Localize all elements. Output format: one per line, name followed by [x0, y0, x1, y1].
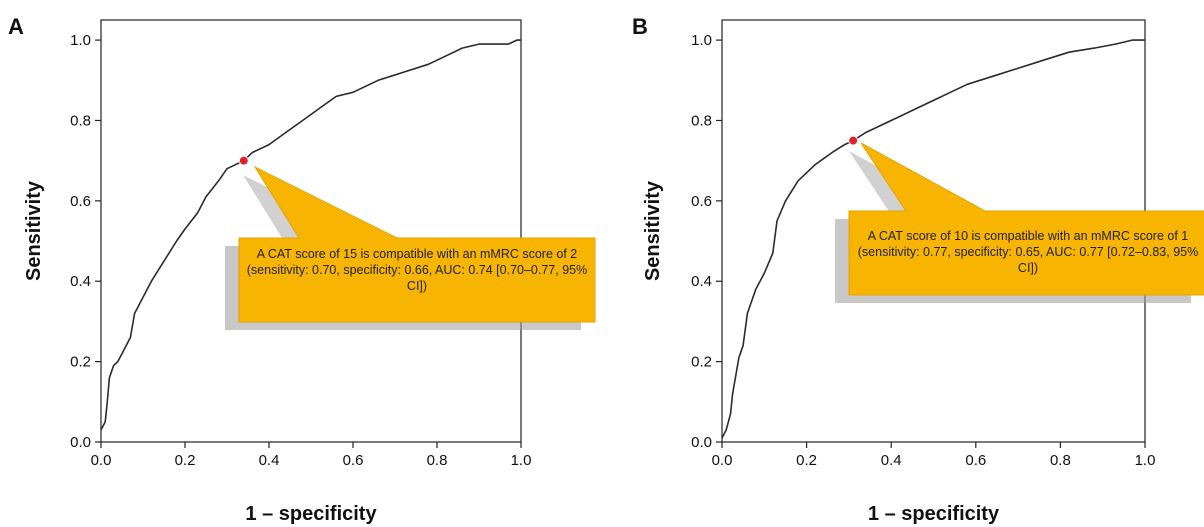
panel-b: 0.0 0.2 0.4 0.6 0.8 1.0 0.0 0.2 0.4 0.6 0.8 1.0 1 – … [632, 14, 1204, 525]
x-tick-label: 1.0 [511, 452, 532, 469]
y-tick-label: 0.4 [70, 273, 91, 290]
x-tick-label: 0.6 [965, 452, 986, 469]
x-tick-label: 0.8 [1050, 452, 1071, 469]
y-axis-title: Sensitivity [642, 180, 664, 281]
y-tick-label: 0.8 [70, 112, 91, 129]
callout-box [848, 210, 1204, 296]
x-tick-label: 0.4 [881, 452, 902, 469]
callout-text-panel-a: A CAT score of 15 is compatible with an … [246, 247, 588, 293]
y-tick-label: 0.8 [691, 112, 712, 129]
x-axis-title: 1 – specificity [868, 503, 1000, 525]
y-tick-label: 0.0 [691, 434, 712, 451]
y-axis-title: Sensitivity [23, 180, 45, 281]
highlight-point [848, 135, 859, 146]
panel-a: 0.0 0.2 0.4 0.6 0.8 1.0 0.0 0.2 0.4 0.6 0.8 1.0 1 – … [8, 14, 596, 525]
y-tick-label: 0.4 [691, 273, 712, 290]
y-tick-label: 1.0 [70, 32, 91, 49]
roc-curve-line [100, 39, 521, 431]
panel-letter: A [8, 14, 24, 39]
x-axis-title: 1 – specificity [245, 503, 377, 525]
x-tick-label: 0.2 [175, 452, 196, 469]
callout-text-panel-b: A CAT score of 10 is compatible with an … [857, 229, 1199, 275]
panel-letter: B [632, 14, 648, 39]
x-tick-label: 0.8 [427, 452, 448, 469]
callout-box [238, 237, 596, 323]
plot-frame [100, 19, 522, 443]
y-tick-label: 0.6 [70, 193, 91, 210]
y-tick-label: 0.2 [691, 354, 712, 371]
x-tick-label: 0.0 [712, 452, 733, 469]
x-tick-label: 1.0 [1135, 452, 1156, 469]
x-tick-label: 0.0 [91, 452, 112, 469]
x-tick-label: 0.6 [343, 452, 364, 469]
x-tick-label: 0.4 [259, 452, 280, 469]
roc-curve-line [721, 39, 1145, 439]
y-tick-label: 0.2 [70, 354, 91, 371]
y-tick-label: 0.0 [70, 434, 91, 451]
y-tick-label: 0.6 [691, 193, 712, 210]
x-tick-label: 0.2 [796, 452, 817, 469]
highlight-point [238, 155, 249, 166]
y-tick-label: 1.0 [691, 32, 712, 49]
